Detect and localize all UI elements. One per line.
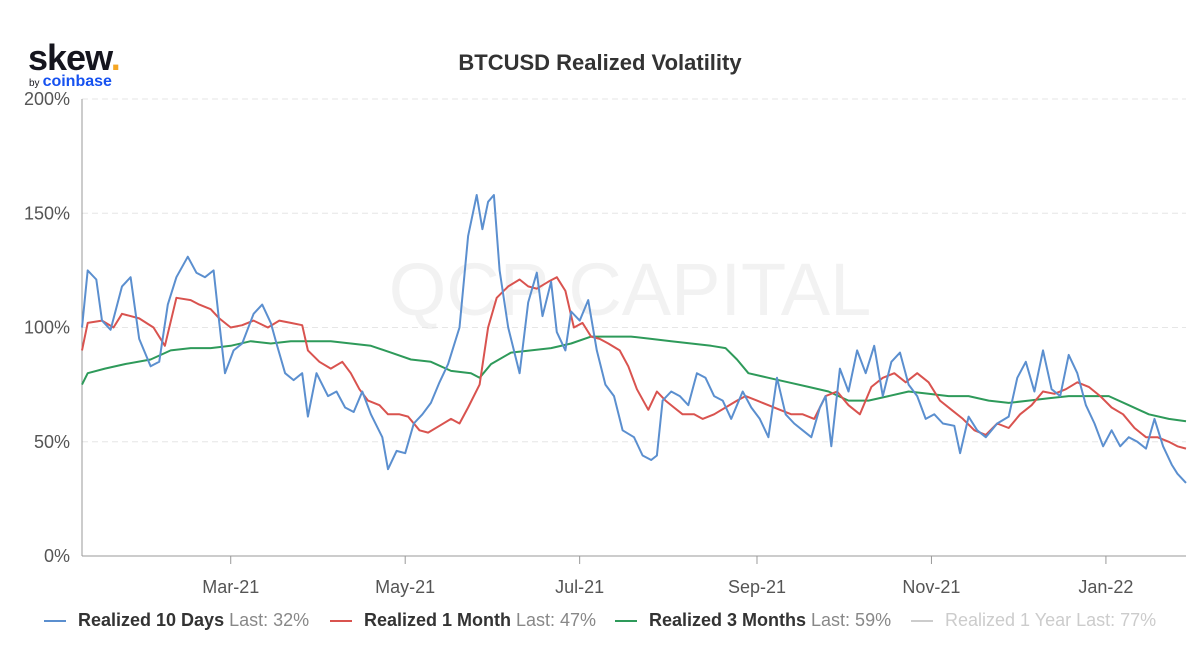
logo-parent: coinbase bbox=[42, 73, 112, 90]
y-tick-label: 150% bbox=[24, 203, 70, 223]
y-tick-label: 50% bbox=[34, 432, 70, 452]
legend-item-realized-3-months[interactable]: Realized 3 Months Last: 59% bbox=[615, 610, 891, 631]
legend-last-value: Last: 59% bbox=[811, 610, 892, 630]
legend-last-value: Last: 77% bbox=[1076, 610, 1157, 630]
logo-dot: . bbox=[110, 37, 121, 78]
x-tick-label: Jan-22 bbox=[1078, 577, 1133, 597]
volatility-chart: QCP CAPITAL 0% 50% 100% 150% 200% Mar-21 May-2… bbox=[24, 89, 1187, 597]
watermark-text: QCP CAPITAL bbox=[389, 248, 872, 331]
legend-item-realized-1-year[interactable]: Realized 1 Year Last: 77% bbox=[911, 610, 1156, 631]
x-tick-label: Jul-21 bbox=[555, 577, 604, 597]
x-tick-label: Nov-21 bbox=[902, 577, 960, 597]
x-tick-label: Mar-21 bbox=[202, 577, 259, 597]
legend-line-swatch bbox=[330, 620, 352, 623]
logo-by: by bbox=[29, 78, 40, 89]
x-tick-label: May-21 bbox=[375, 577, 435, 597]
series-line-realized-10-days bbox=[81, 194, 1187, 484]
y-tick-label: 200% bbox=[24, 89, 70, 109]
chart-legend: Realized 10 Days Last: 32% Realized 1 Mon… bbox=[0, 610, 1200, 640]
legend-last-value: Last: 47% bbox=[516, 610, 597, 630]
legend-item-realized-10-days[interactable]: Realized 10 Days Last: 32% bbox=[44, 610, 309, 631]
skew-coinbase-logo: skew. by coinbase bbox=[28, 37, 121, 90]
x-tick-label: Sep-21 bbox=[728, 577, 786, 597]
legend-series-name: Realized 3 Months bbox=[649, 610, 812, 630]
legend-item-realized-1-month[interactable]: Realized 1 Month Last: 47% bbox=[330, 610, 596, 631]
legend-series-name: Realized 1 Year bbox=[945, 610, 1077, 630]
legend-series-name: Realized 1 Month bbox=[364, 610, 517, 630]
legend-line-swatch bbox=[44, 620, 66, 623]
series-line-realized-3-months bbox=[81, 335, 1187, 423]
logo-brand: skew bbox=[28, 37, 112, 78]
legend-last-value: Last: 32% bbox=[229, 610, 310, 630]
chart-title: BTCUSD Realized Volatility bbox=[458, 50, 742, 75]
y-tick-label: 0% bbox=[44, 546, 70, 566]
legend-line-swatch bbox=[911, 620, 933, 623]
legend-series-name: Realized 10 Days bbox=[78, 610, 230, 630]
y-tick-label: 100% bbox=[24, 318, 70, 338]
legend-line-swatch bbox=[615, 620, 637, 623]
